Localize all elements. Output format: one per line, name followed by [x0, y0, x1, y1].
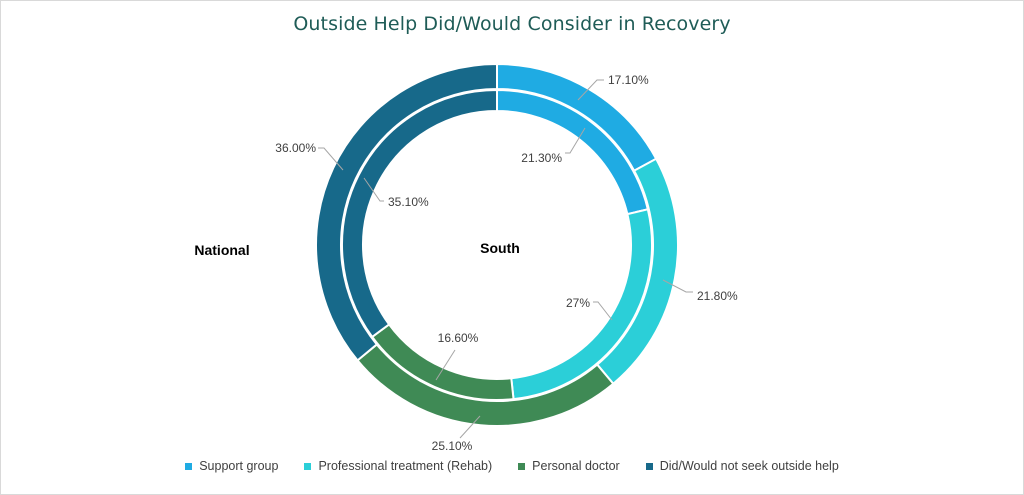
data-label: 21.80% — [697, 289, 738, 303]
leader-line — [593, 301, 613, 321]
data-label: 16.60% — [438, 331, 479, 345]
data-label: 35.10% — [388, 195, 429, 209]
data-label: 17.10% — [608, 73, 649, 87]
data-label: 25.10% — [432, 439, 473, 453]
slice-south-3 — [341, 88, 498, 339]
legend-label: Professional treatment (Rehab) — [318, 459, 493, 473]
legend-swatch — [645, 462, 653, 470]
legend: Support group Professional treatment (Re… — [0, 459, 1024, 473]
legend-swatch — [185, 462, 193, 470]
leader-line — [577, 79, 604, 101]
chart-title: Outside Help Did/Would Consider in Recov… — [293, 13, 731, 35]
legend-item-no-outside-help: Did/Would not seek outside help — [645, 459, 839, 473]
legend-item-support-group: Support group — [185, 459, 278, 473]
leader-line — [459, 415, 481, 439]
leader-line — [318, 147, 344, 171]
data-label: 27% — [566, 296, 590, 310]
legend-label: Personal doctor — [532, 459, 620, 473]
data-label: 21.30% — [521, 151, 562, 165]
series-label-south: South — [480, 240, 520, 256]
legend-swatch — [304, 462, 312, 470]
legend-label: Support group — [199, 459, 279, 473]
legend-item-personal-doctor: Personal doctor — [518, 459, 620, 473]
legend-label: Did/Would not seek outside help — [659, 459, 839, 473]
series-label-national: National — [194, 242, 249, 258]
leader-line — [565, 127, 586, 154]
leader-line — [662, 279, 693, 293]
legend-item-professional-treatment: Professional treatment (Rehab) — [304, 459, 492, 473]
leader-line — [363, 177, 384, 202]
data-label: 36.00% — [275, 141, 316, 155]
leader-line — [435, 349, 456, 381]
legend-swatch — [518, 462, 526, 470]
